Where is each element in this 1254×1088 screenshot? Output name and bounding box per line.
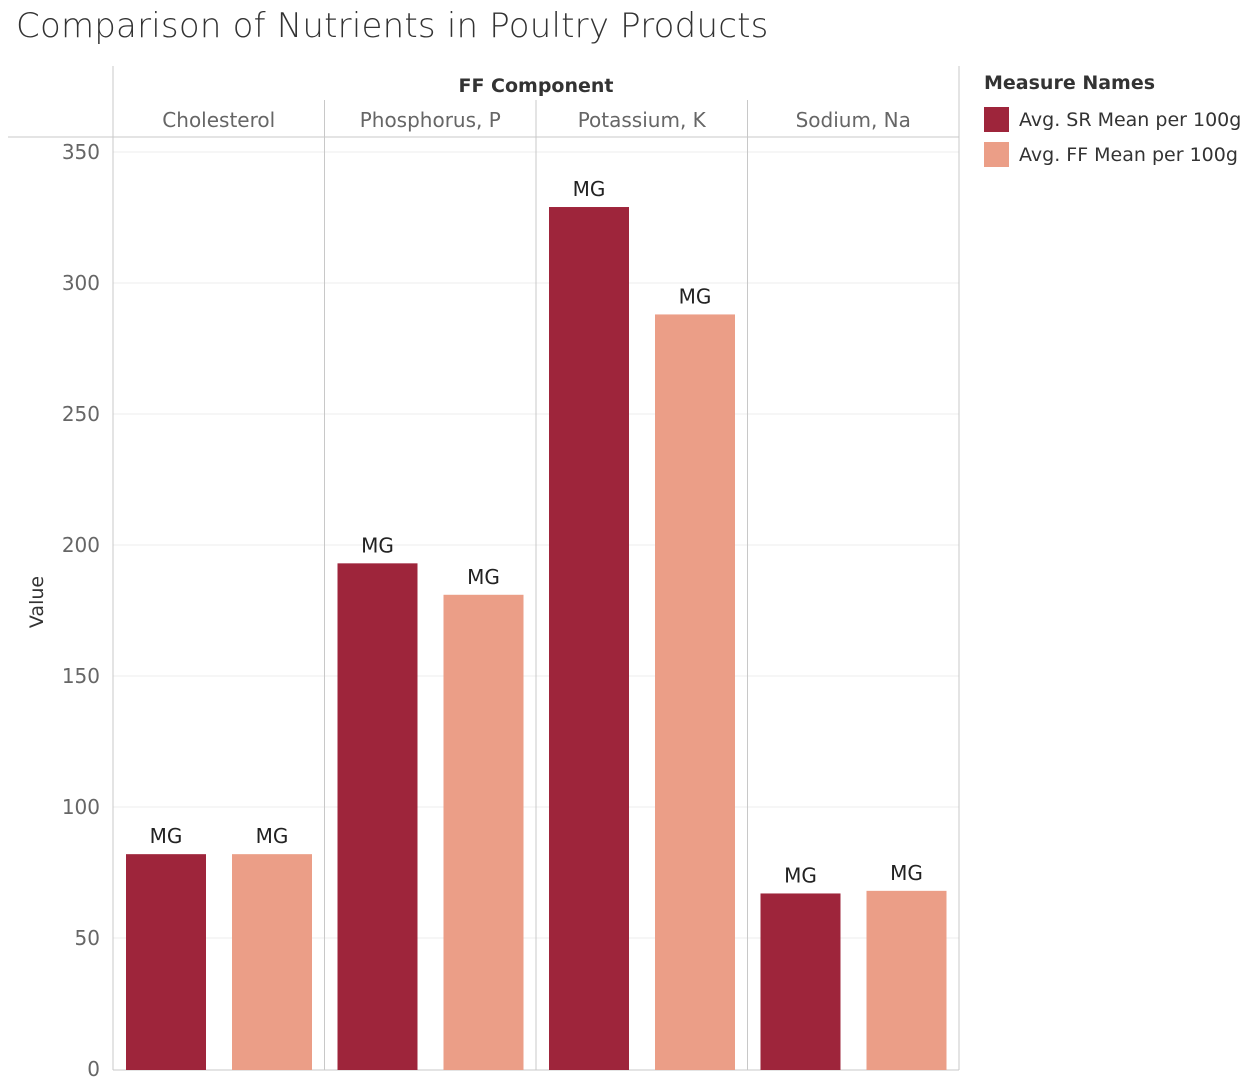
bar-data-label: MG <box>573 177 606 201</box>
bar <box>549 207 629 1070</box>
legend-item-ff[interactable]: Avg. FF Mean per 100g <box>984 137 1250 172</box>
bar <box>443 594 524 1070</box>
bar-data-label: MG <box>784 863 817 887</box>
bar <box>866 890 947 1070</box>
bar-chart: FF Component Cholesterol Phosphorus, P Pota… <box>8 66 960 1081</box>
legend: Measure Names Avg. SR Mean per 100g Avg.… <box>984 72 1250 172</box>
legend-item-sr[interactable]: Avg. SR Mean per 100g <box>984 102 1250 137</box>
legend-title: Measure Names <box>984 72 1156 94</box>
category-label: Sodium, Na <box>796 108 911 132</box>
y-tick-label: 50 <box>75 926 100 950</box>
bar <box>655 314 735 1070</box>
category-label: Potassium, K <box>578 108 707 132</box>
bar-data-label: MG <box>679 284 712 308</box>
y-tick-label: 350 <box>62 140 100 164</box>
legend-swatch-ff <box>984 142 1009 167</box>
bar <box>126 854 206 1070</box>
bar-data-label: MG <box>890 861 923 885</box>
legend-label-sr: Avg. SR Mean per 100g <box>1019 108 1242 131</box>
bar-data-label: MG <box>467 565 500 589</box>
y-tick-label: 200 <box>62 533 100 557</box>
bar-data-label: MG <box>150 824 183 848</box>
legend-label-ff: Avg. FF Mean per 100g <box>1019 143 1238 166</box>
y-tick-label: 300 <box>62 271 100 295</box>
category-label: Phosphorus, P <box>360 108 501 132</box>
bar <box>337 563 418 1070</box>
legend-swatch-sr <box>984 107 1009 132</box>
category-label: Cholesterol <box>162 108 275 132</box>
y-axis-title: Value <box>26 576 48 628</box>
bar-data-label: MG <box>361 533 394 557</box>
y-tick-label: 150 <box>62 664 100 688</box>
y-tick-label: 0 <box>87 1057 100 1081</box>
column-header: FF Component <box>458 75 613 97</box>
y-tick-label: 100 <box>62 795 100 819</box>
chart-title: Comparison of Nutrients in Poultry Produ… <box>16 6 769 46</box>
bar-data-label: MG <box>256 824 289 848</box>
y-tick-label: 250 <box>62 402 100 426</box>
bar <box>760 893 841 1070</box>
bar <box>232 854 312 1070</box>
